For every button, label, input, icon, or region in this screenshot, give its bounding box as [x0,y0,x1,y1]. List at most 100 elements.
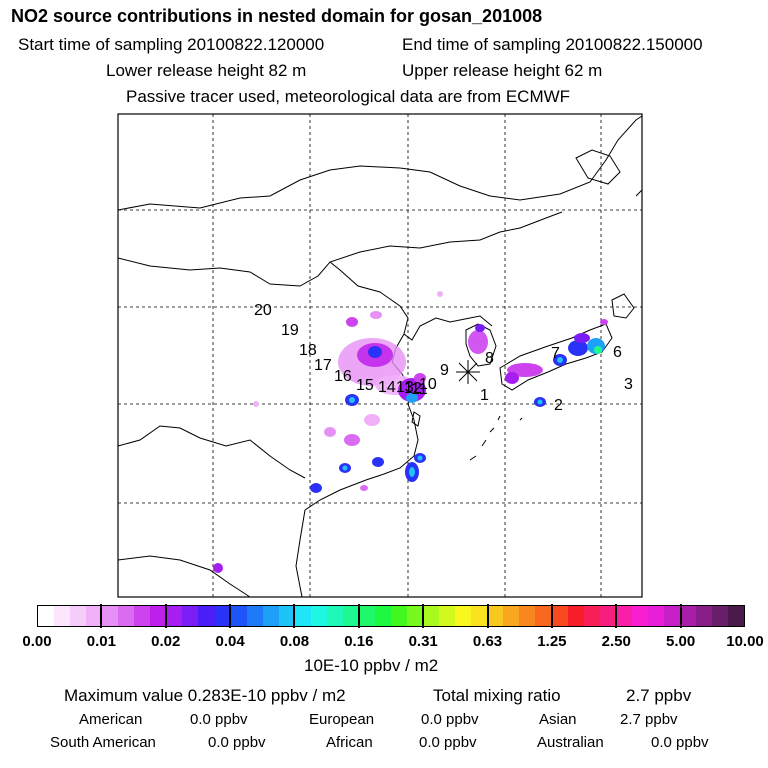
colorbar-segment [535,606,552,626]
colorbar-tick-label: 0.31 [408,633,438,650]
african-label: African [326,734,373,751]
colorbar-segment [391,606,408,626]
receptor-label-1: 1 [480,387,489,404]
colorbar-segment [198,606,215,626]
colorbar-segment [519,606,536,626]
colorbar-tick-mark [164,604,167,628]
colorbar-tick-label: 0.04 [215,633,245,650]
colorbar-segment [326,606,343,626]
receptor-label-16: 16 [334,368,352,385]
receptor-label-19: 19 [281,322,299,339]
chart-title: NO2 source contributions in nested domai… [11,6,543,26]
colorbar-segment [150,606,167,626]
colorbar-segment [663,606,680,626]
total-mixing-ratio-value: 2.7 ppbv [626,686,692,705]
upper-release-height: Upper release height 62 m [402,61,603,80]
colorbar-segment [407,606,424,626]
colorbar-segment [38,606,55,626]
colorbar-segment [54,606,71,626]
south-american-value: 0.0 ppbv [208,734,266,751]
receptor-label-18: 18 [299,342,317,359]
receptor-label-11: 11 [411,381,428,398]
colorbar-unit: 10E-10 ppbv / m2 [304,656,439,675]
max-value: Maximum value 0.283E-10 ppbv / m2 [64,686,346,705]
american-value: 0.0 ppbv [190,711,248,728]
map-frame [117,113,643,598]
colorbar-segment [86,606,103,626]
colorbar-tick-mark [486,604,489,628]
colorbar-segment [230,606,247,626]
lower-release-height: Lower release height 82 m [106,61,307,80]
colorbar-segment [439,606,456,626]
receptor-label-6: 6 [613,344,622,361]
colorbar-tick-mark [679,604,682,628]
colorbar-segment [567,606,584,626]
colorbar-segment [374,606,392,626]
colorbar-segment [182,606,199,626]
australian-label: Australian [537,734,604,751]
colorbar-tick-mark [357,604,360,628]
colorbar-segment [246,606,263,626]
colorbar-segment [599,606,616,626]
colorbar-segment [118,606,135,626]
colorbar-segment [711,606,729,626]
concentration-field [213,291,608,573]
colorbar-segment [728,606,745,626]
graticule [118,114,642,597]
asian-value: 2.7 ppbv [620,711,678,728]
colorbar-tick-mark [229,604,232,628]
colorbar-segment [583,606,600,626]
european-label: European [309,711,375,728]
start-time: Start time of sampling 20100822.120000 [18,35,325,54]
colorbar-tick-mark [100,604,103,628]
colorbar-segment [695,606,712,626]
colorbar-segment [503,606,520,626]
colorbar-tick-mark [550,604,553,628]
south-american-label: South American [50,734,156,751]
colorbar-tick-label: 0.63 [472,633,503,650]
colorbar-segment [278,606,295,626]
colorbar-tick-label: 2.50 [601,633,631,650]
end-time: End time of sampling 20100822.150000 [402,35,703,54]
colorbar-tick-label: 10.00 [726,633,764,650]
colorbar-segment [551,606,568,626]
total-mixing-ratio-label: Total mixing ratio [433,686,561,705]
receptor-label-17: 17 [314,357,332,374]
colorbar-segment [70,606,87,626]
receptor-label-8: 8 [485,350,494,367]
receptor-label-15: 15 [356,377,374,394]
colorbar-segment [358,606,375,626]
colorbar-segment [102,606,119,626]
receptor-label-10: 10 [419,376,437,393]
receptor-label-20: 20 [254,302,272,319]
receptor-label-2: 2 [554,397,563,414]
colorbar-tick-mark [422,604,425,628]
european-value: 0.0 ppbv [421,711,479,728]
colorbar-segment [455,606,472,626]
colorbar-tick-label: 0.01 [86,633,116,650]
receptor-label-3: 3 [624,376,633,393]
colorbar-tick-mark [293,604,296,628]
colorbar-segment [615,606,632,626]
colorbar-tick-label: 0.02 [151,633,181,650]
colorbar-tick-label: 0.16 [344,633,374,650]
tracer-note: Passive tracer used, meteorological data… [126,87,571,106]
african-value: 0.0 ppbv [419,734,477,751]
colorbar-segment [647,606,664,626]
asian-label: Asian [539,711,577,728]
receptor-label-7: 7 [551,345,560,362]
colorbar-segment [294,606,311,626]
colorbar-tick-label: 5.00 [666,633,696,650]
receptor-label-12: 12 [404,380,422,397]
colorbar-segment [310,606,327,626]
colorbar-segment [471,606,488,626]
receptor-marker-icon [456,360,480,384]
colorbar-segment [487,606,504,626]
receptor-label-9: 9 [440,362,449,379]
colorbar-segment [262,606,279,626]
colorbar [37,605,745,627]
colorbar-segment [631,606,648,626]
colorbar-tick-label: 0.00 [22,633,52,650]
australian-value: 0.0 ppbv [651,734,709,751]
